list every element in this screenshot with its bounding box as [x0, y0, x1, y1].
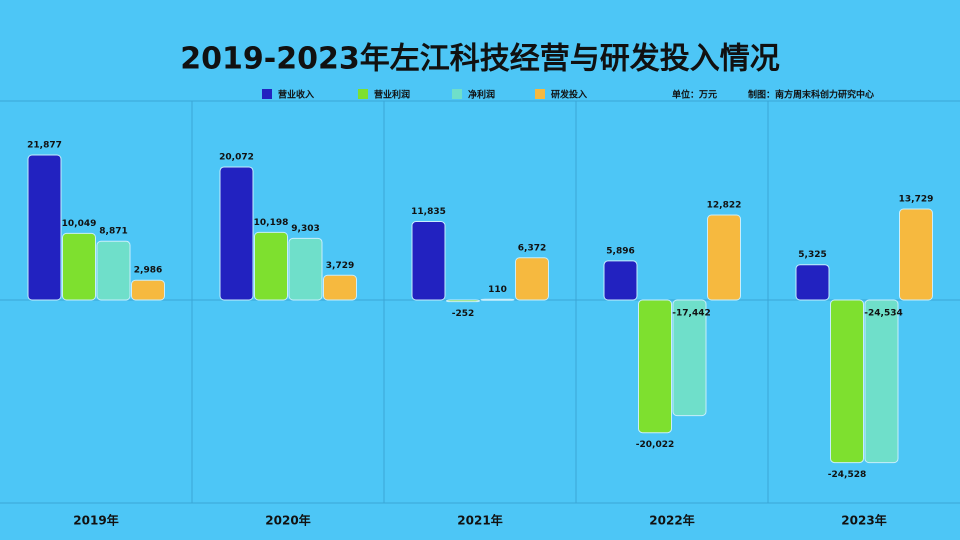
- value-label: 10,049: [62, 219, 97, 229]
- legend-swatch: [535, 89, 545, 99]
- value-label: 6,372: [518, 243, 546, 253]
- bar: [638, 299, 672, 434]
- value-label: -24,528: [828, 470, 866, 480]
- bar: [480, 298, 515, 301]
- x-tick-label: 2020年: [265, 513, 310, 528]
- value-label: 21,877: [27, 141, 62, 151]
- chart-title: 2019-2023年左江科技经营与研发投入情况: [180, 42, 779, 77]
- bar: [795, 264, 830, 301]
- bar: [323, 274, 357, 301]
- bar: [864, 299, 899, 464]
- legend-label: 营业利润: [374, 89, 410, 101]
- value-label: -252: [452, 309, 475, 319]
- value-label: -17,442: [672, 309, 710, 319]
- value-label: 8,871: [99, 227, 127, 237]
- value-label: 10,198: [254, 218, 289, 228]
- value-label: 5,325: [798, 250, 826, 260]
- value-label: 20,072: [219, 152, 254, 162]
- legend-label: 研发投入: [551, 89, 587, 101]
- bar: [707, 214, 741, 301]
- source-note: 制图：南方周末科创力研究中心: [748, 89, 874, 101]
- bar: [62, 232, 96, 301]
- value-label: -20,022: [636, 440, 674, 450]
- legend-label: 净利润: [468, 89, 495, 101]
- bar: [288, 237, 323, 301]
- legend-label: 营业收入: [278, 89, 314, 101]
- x-tick-label: 2019年: [73, 513, 118, 528]
- bar: [446, 299, 480, 303]
- bar: [27, 154, 62, 301]
- legend-swatch: [452, 89, 462, 99]
- bar: [830, 299, 864, 464]
- bar: [603, 260, 638, 301]
- value-label: 9,303: [291, 224, 319, 234]
- bar: [254, 231, 288, 301]
- value-label: 3,729: [326, 261, 354, 271]
- bar: [96, 240, 131, 301]
- value-label: 2,986: [134, 266, 162, 276]
- legend-swatch: [262, 89, 272, 99]
- unit-note: 单位：万元: [672, 89, 717, 101]
- value-label: 13,729: [899, 195, 934, 205]
- value-label: -24,534: [864, 309, 902, 319]
- value-label: 12,822: [707, 201, 742, 211]
- bar: [131, 279, 165, 301]
- x-tick-label: 2022年: [649, 513, 694, 528]
- bar: [219, 166, 254, 301]
- bar: [672, 299, 707, 417]
- x-tick-label: 2021年: [457, 513, 502, 528]
- value-label: 11,835: [411, 207, 446, 217]
- bar: [411, 221, 446, 301]
- bar: [515, 257, 549, 301]
- x-tick-label: 2023年: [841, 513, 886, 528]
- value-label: 110: [488, 285, 507, 295]
- value-label: 5,896: [606, 246, 634, 256]
- bar: [899, 208, 933, 301]
- legend-swatch: [358, 89, 368, 99]
